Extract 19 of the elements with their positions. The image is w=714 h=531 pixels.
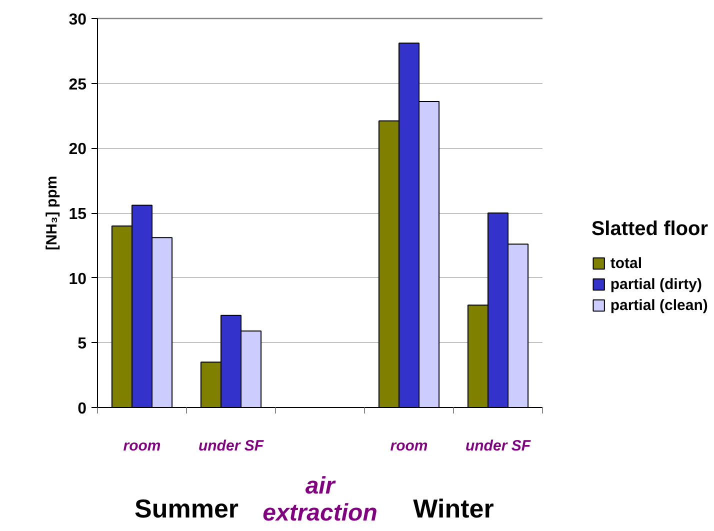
y-tick-label: 10 bbox=[68, 270, 87, 288]
x-tick-label: under SF bbox=[198, 438, 264, 454]
legend-label: total bbox=[610, 254, 642, 272]
x-tick-label: under SF bbox=[466, 438, 532, 454]
x-tick-label: room bbox=[390, 438, 428, 454]
text: air extraction bbox=[262, 472, 378, 526]
y-tick-label: 25 bbox=[68, 76, 87, 94]
x-tick-label: room bbox=[123, 438, 161, 454]
y-tick-label: 20 bbox=[68, 141, 87, 158]
legend-label: partial (clean) bbox=[610, 296, 708, 314]
legend-label: partial (dirty) bbox=[610, 276, 702, 292]
y-tick-label: 15 bbox=[68, 206, 87, 223]
text: Winter bbox=[413, 494, 494, 524]
text: Summer bbox=[134, 494, 239, 524]
y-axis-title: [NH₃] ppm bbox=[44, 176, 61, 250]
y-tick-label: 30 bbox=[68, 12, 87, 28]
legend-title: Slatted floor bbox=[591, 218, 708, 240]
y-tick-label: 0 bbox=[78, 400, 87, 418]
y-tick-label: 5 bbox=[78, 336, 87, 353]
